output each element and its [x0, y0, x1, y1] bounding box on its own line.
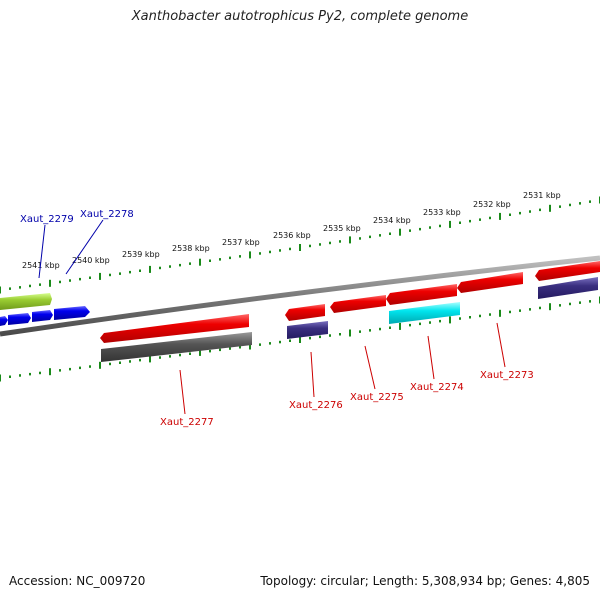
gene-arrow[interactable]	[32, 310, 53, 322]
genome-backbone	[0, 255, 600, 337]
callout-lines	[38, 219, 506, 415]
genome-stats: Topology: circular; Length: 5,308,934 bp…	[260, 574, 590, 588]
gene-arrow[interactable]	[54, 306, 90, 320]
outer-ruler	[0, 196, 600, 294]
feature-block[interactable]	[101, 332, 252, 362]
gene-arrow[interactable]	[285, 304, 325, 321]
tick-label: 2539 kbp	[122, 250, 160, 259]
tick-label: 2537 kbp	[222, 238, 260, 247]
gene-label[interactable]: Xaut_2273	[480, 370, 534, 381]
forward-strand-genes	[0, 293, 90, 326]
gene-label[interactable]: Xaut_2278	[80, 209, 134, 220]
tick-label: 2540 kbp	[72, 256, 110, 265]
tick-label: 2534 kbp	[373, 216, 411, 225]
tick-label: 2538 kbp	[172, 244, 210, 253]
tick-label: 2533 kbp	[423, 208, 461, 217]
tick-label: 2531 kbp	[523, 191, 561, 200]
inner-ruler	[0, 296, 600, 382]
gene-arrow[interactable]	[457, 272, 523, 293]
gene-label[interactable]: Xaut_2276	[289, 400, 343, 411]
gene-arrow[interactable]	[100, 314, 249, 343]
feature-block[interactable]	[389, 302, 460, 324]
accession-label: Accession: NC_009720	[9, 574, 146, 588]
gene-arrow[interactable]	[0, 293, 52, 310]
feature-blocks	[101, 277, 598, 362]
reverse-strand-genes	[100, 261, 600, 343]
gene-label[interactable]: Xaut_2274	[410, 382, 464, 393]
gene-label[interactable]: Xaut_2277	[160, 417, 214, 428]
feature-block[interactable]	[287, 321, 328, 339]
tick-label: 2536 kbp	[273, 231, 311, 240]
gene-label[interactable]: Xaut_2275	[350, 392, 404, 403]
gene-labels: Xaut_2279 Xaut_2278 Xaut_2277 Xaut_2276 …	[20, 209, 534, 428]
gene-arrow[interactable]	[535, 261, 600, 281]
gene-arrow[interactable]	[386, 284, 457, 305]
tick-labels: 2541 kbp 2540 kbp 2539 kbp 2538 kbp 2537…	[22, 191, 561, 270]
feature-block[interactable]	[538, 277, 598, 299]
gene-arrow[interactable]	[0, 316, 8, 326]
tick-label: 2532 kbp	[473, 200, 511, 209]
genome-title: Xanthobacter autotrophicus Py2, complete…	[131, 9, 469, 24]
gene-label[interactable]: Xaut_2279	[20, 214, 74, 225]
tick-label: 2535 kbp	[323, 224, 361, 233]
gene-arrow[interactable]	[8, 313, 31, 325]
gene-arrow[interactable]	[330, 295, 386, 313]
